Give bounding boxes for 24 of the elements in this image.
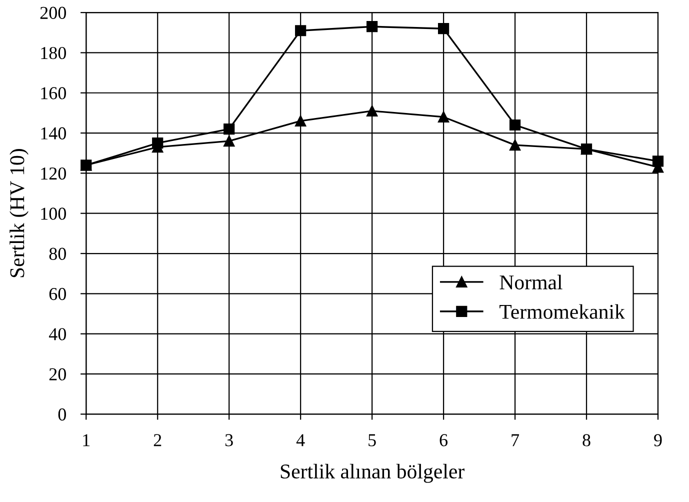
y-tick-label: 200 xyxy=(40,6,66,19)
y-tick-label: 100 xyxy=(41,208,66,220)
y-tick-label: 20 xyxy=(49,368,66,380)
x-tick-label: 3 xyxy=(225,434,233,446)
x-tick-label: 8 xyxy=(582,434,590,446)
x-tick-label: 4 xyxy=(296,434,305,446)
y-tick-label: 40 xyxy=(48,328,66,340)
x-axis-title: Sertlik alınan bölgeler xyxy=(280,464,464,483)
y-axis-title: Sertlik (HV 10) xyxy=(10,149,28,278)
y-tick-label: 80 xyxy=(49,248,66,260)
y-tick-label: 160 xyxy=(41,87,66,100)
x-tick-label: 2 xyxy=(154,434,162,446)
legend-label: Normal xyxy=(500,274,562,290)
y-tick-label: 0 xyxy=(58,408,66,421)
legend-label: Termomekanik xyxy=(500,304,625,319)
x-tick-label: 1 xyxy=(83,434,90,446)
y-tick-label: 60 xyxy=(49,288,66,300)
y-tick-label: 120 xyxy=(41,167,66,180)
x-tick-label: 9 xyxy=(654,434,662,446)
y-tick-label: 180 xyxy=(41,46,66,60)
y-tick-label: 140 xyxy=(41,127,66,140)
x-tick-label: 5 xyxy=(368,434,376,446)
x-tick-label: 6 xyxy=(440,434,448,446)
x-tick-label: 7 xyxy=(512,434,520,446)
